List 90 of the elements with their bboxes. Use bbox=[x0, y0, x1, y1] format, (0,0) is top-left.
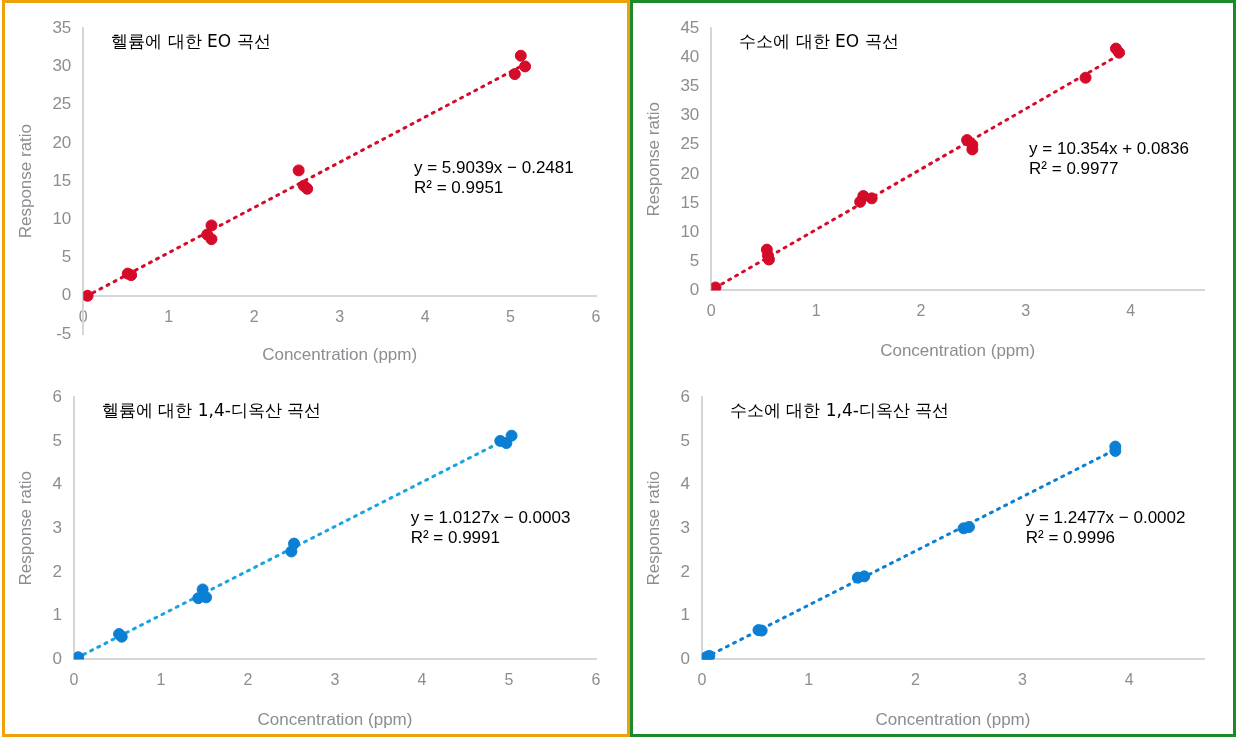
point bbox=[292, 164, 305, 177]
y-tick-label: 30 bbox=[680, 105, 700, 125]
point bbox=[125, 269, 138, 282]
y-axis-title: Response ratio bbox=[15, 471, 35, 586]
annotation: R² = 0.9977 bbox=[1029, 159, 1119, 179]
y-tick-label: 10 bbox=[680, 221, 700, 241]
annotation: R² = 0.9991 bbox=[410, 528, 500, 548]
x-tick-label: 5 bbox=[504, 671, 514, 689]
x-tick-label: 6 bbox=[591, 307, 601, 325]
y-tick-label: 25 bbox=[680, 134, 700, 154]
x-tick-label: 4 bbox=[420, 307, 430, 325]
x-axis-title: Concentration (ppm) bbox=[257, 710, 413, 730]
point bbox=[301, 182, 314, 195]
y-tick-label: 40 bbox=[680, 47, 700, 67]
y-tick-label: 15 bbox=[680, 192, 700, 212]
y-tick-label: 0 bbox=[61, 285, 72, 305]
x-tick-label: 1 bbox=[804, 671, 814, 689]
x-tick-label: 1 bbox=[156, 671, 166, 689]
x-tick-label: 2 bbox=[916, 302, 926, 320]
y-tick-label: 1 bbox=[680, 605, 690, 625]
point bbox=[205, 233, 218, 246]
x-tick-label: 4 bbox=[417, 671, 427, 689]
point bbox=[514, 49, 527, 62]
x-tick-label: 3 bbox=[1021, 302, 1031, 320]
point bbox=[205, 219, 218, 232]
annotation: y = 1.2477x − 0.0002 bbox=[1025, 508, 1186, 528]
y-axis-title: Response ratio bbox=[643, 471, 663, 586]
annotation: y = 5.9039x − 0.2481 bbox=[413, 157, 574, 177]
y-tick-label: 6 bbox=[680, 386, 690, 406]
y-tick-label: 25 bbox=[52, 94, 72, 114]
y-tick-label: 6 bbox=[52, 386, 62, 406]
y-tick-label: 35 bbox=[52, 17, 72, 37]
x-tick-label: 1 bbox=[811, 302, 821, 320]
annotation: y = 1.0127x − 0.0003 bbox=[410, 508, 571, 528]
annotation: R² = 0.9996 bbox=[1025, 528, 1116, 548]
y-tick-label: 30 bbox=[52, 56, 72, 76]
point bbox=[288, 537, 301, 550]
y-tick-label: 5 bbox=[680, 430, 690, 450]
y-tick-label: 4 bbox=[52, 474, 62, 494]
point bbox=[711, 281, 722, 291]
x-tick-label: 2 bbox=[911, 671, 921, 689]
x-axis-title: Concentration (ppm) bbox=[880, 341, 1036, 361]
y-tick-label: 3 bbox=[52, 517, 62, 537]
y-tick-label: 10 bbox=[52, 209, 72, 229]
x-tick-label: 3 bbox=[330, 671, 340, 689]
y-tick-label: 2 bbox=[680, 561, 690, 581]
y-tick-label: 35 bbox=[680, 76, 700, 96]
x-tick-label: 1 bbox=[164, 307, 174, 325]
y-tick-label: 45 bbox=[680, 17, 700, 37]
x-axis-title: Concentration (ppm) bbox=[875, 710, 1031, 730]
y-tick-label: 0 bbox=[680, 649, 690, 669]
chart-title: 수소에 대한 EO 곡선 bbox=[739, 31, 899, 52]
chart-title: 헬륨에 대한 1,4-디옥산 곡선 bbox=[101, 400, 322, 421]
y-tick-label: 5 bbox=[52, 430, 62, 450]
y-tick-label: 20 bbox=[680, 163, 700, 183]
y-axis-title: Response ratio bbox=[15, 123, 35, 239]
annotation: R² = 0.9951 bbox=[413, 177, 504, 197]
x-tick-label: 4 bbox=[1126, 302, 1136, 320]
y-tick-label: 15 bbox=[52, 170, 72, 190]
x-axis-title: Concentration (ppm) bbox=[262, 345, 418, 365]
y-tick-label: 2 bbox=[52, 561, 62, 581]
y-tick-label: 5 bbox=[61, 247, 72, 267]
y-tick-label: -5 bbox=[56, 323, 72, 343]
chart-title: 수소에 대한 1,4-디옥산 곡선 bbox=[729, 400, 950, 421]
y-tick-label: 0 bbox=[689, 280, 700, 300]
x-tick-label: 2 bbox=[243, 671, 253, 689]
x-tick-label: 4 bbox=[1124, 671, 1134, 689]
point bbox=[505, 429, 518, 442]
chart-title: 헬륨에 대한 EO 곡선 bbox=[111, 31, 271, 52]
y-tick-label: 4 bbox=[680, 474, 690, 494]
y-tick-label: 3 bbox=[680, 517, 690, 537]
point bbox=[83, 289, 94, 302]
x-tick-label: 0 bbox=[706, 302, 716, 320]
point bbox=[508, 68, 521, 81]
point bbox=[1113, 46, 1126, 59]
x-tick-label: 6 bbox=[591, 671, 601, 689]
x-tick-label: 2 bbox=[249, 307, 259, 325]
annotation: y = 10.354x + 0.0836 bbox=[1029, 139, 1189, 159]
y-tick-label: 5 bbox=[689, 250, 700, 270]
y-tick-label: 20 bbox=[52, 132, 72, 152]
point bbox=[865, 192, 878, 205]
x-tick-label: 3 bbox=[1017, 671, 1027, 689]
point bbox=[519, 60, 532, 73]
y-tick-label: 0 bbox=[52, 649, 62, 669]
point bbox=[1079, 71, 1092, 84]
y-tick-label: 1 bbox=[52, 605, 62, 625]
x-tick-label: 5 bbox=[506, 307, 516, 325]
y-axis-title: Response ratio bbox=[643, 102, 663, 217]
x-tick-label: 3 bbox=[335, 307, 345, 325]
point bbox=[73, 651, 85, 660]
